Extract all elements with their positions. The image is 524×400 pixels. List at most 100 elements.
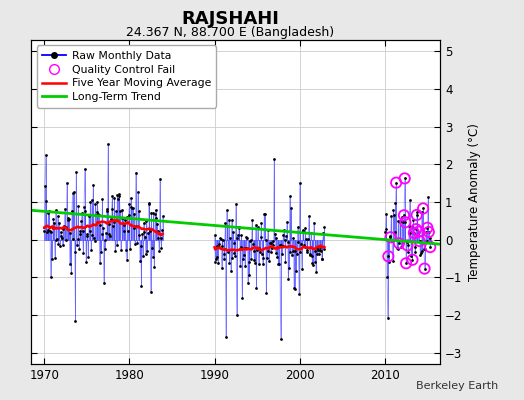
Point: [71, 318, 80, 324]
Point: [412, 212, 421, 218]
Point: [127, 195, 135, 201]
Point: [147, 289, 155, 295]
Point: [313, 251, 322, 257]
Point: [157, 244, 166, 251]
Point: [102, 230, 110, 236]
Point: [259, 255, 268, 261]
Point: [307, 230, 315, 237]
Point: [274, 244, 282, 250]
Point: [412, 226, 420, 232]
Point: [383, 274, 391, 280]
Point: [280, 227, 288, 233]
Point: [257, 219, 266, 226]
Point: [48, 256, 56, 262]
Point: [219, 236, 227, 243]
Point: [274, 261, 282, 267]
Point: [390, 211, 398, 218]
Point: [316, 247, 324, 254]
Point: [384, 314, 392, 321]
Point: [78, 227, 86, 234]
Point: [407, 253, 415, 259]
Point: [93, 209, 101, 216]
Point: [86, 198, 94, 205]
Point: [385, 259, 393, 266]
Point: [261, 237, 270, 243]
Point: [395, 240, 403, 246]
Point: [252, 285, 260, 292]
Point: [47, 229, 56, 235]
Point: [227, 268, 235, 274]
Point: [426, 244, 434, 250]
Point: [45, 208, 53, 214]
Text: 24.367 N, 88.700 E (Bangladesh): 24.367 N, 88.700 E (Bangladesh): [126, 26, 335, 39]
Point: [273, 254, 281, 260]
Point: [57, 233, 66, 239]
Point: [84, 254, 92, 260]
Point: [254, 261, 263, 268]
Point: [246, 238, 254, 244]
Point: [80, 204, 88, 211]
Point: [120, 222, 128, 228]
Point: [412, 212, 421, 218]
Point: [419, 205, 428, 212]
Point: [424, 194, 432, 200]
Point: [282, 233, 290, 240]
Point: [387, 213, 396, 219]
Point: [97, 231, 106, 237]
Point: [280, 237, 289, 243]
Point: [57, 229, 65, 236]
Point: [129, 204, 137, 211]
Point: [108, 193, 116, 200]
Point: [318, 256, 326, 262]
Point: [122, 256, 130, 263]
Point: [213, 243, 222, 249]
Point: [158, 227, 166, 234]
Point: [400, 212, 408, 218]
Point: [301, 225, 310, 231]
Point: [117, 246, 125, 253]
Point: [402, 260, 410, 266]
Point: [278, 243, 287, 250]
Point: [414, 228, 423, 235]
Point: [320, 246, 328, 252]
Point: [119, 228, 128, 234]
Point: [411, 249, 420, 255]
Point: [150, 264, 158, 270]
Point: [51, 207, 60, 213]
Point: [270, 231, 279, 238]
Point: [83, 233, 91, 239]
Point: [141, 234, 149, 240]
Point: [42, 198, 50, 204]
Point: [223, 223, 232, 230]
Point: [295, 290, 303, 297]
Point: [122, 246, 130, 253]
Point: [300, 242, 308, 248]
Point: [408, 256, 417, 263]
Point: [126, 246, 134, 253]
Point: [403, 242, 412, 248]
Point: [110, 194, 118, 201]
Point: [282, 219, 291, 226]
Point: [253, 247, 261, 254]
Point: [88, 232, 96, 238]
Point: [400, 175, 409, 182]
Point: [264, 248, 272, 254]
Point: [156, 176, 164, 182]
Point: [153, 221, 161, 227]
Point: [75, 231, 84, 238]
Point: [127, 204, 136, 210]
Point: [136, 258, 144, 264]
Point: [72, 168, 80, 175]
Point: [83, 230, 92, 237]
Point: [314, 247, 322, 253]
Point: [137, 283, 146, 289]
Point: [212, 254, 221, 260]
Point: [319, 230, 328, 236]
Point: [149, 254, 157, 260]
Point: [401, 219, 410, 226]
Point: [268, 244, 276, 251]
Point: [144, 230, 152, 236]
Point: [260, 211, 268, 217]
Point: [398, 214, 406, 220]
Point: [119, 215, 127, 222]
